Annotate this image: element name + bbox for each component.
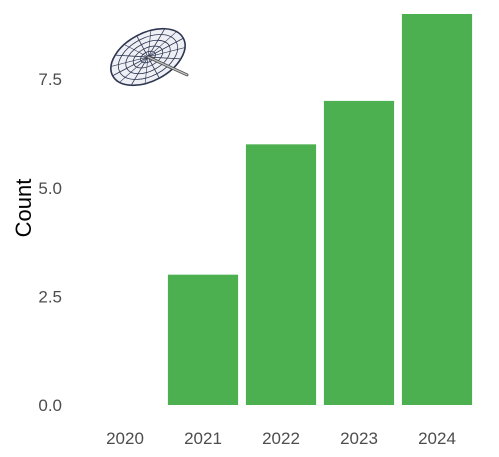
y-tick-label: 0.0 [38,396,62,415]
x-tick-label: 2022 [262,429,300,448]
bar-2021 [167,274,239,405]
y-axis-title: Count [11,179,36,238]
x-axis-ticks: 2020 2021 2022 2023 2024 [106,429,456,448]
umbrella-icon [110,27,189,87]
y-tick-label: 2.5 [38,287,62,306]
x-tick-label: 2020 [106,429,144,448]
bars-group [167,14,473,405]
x-tick-label: 2024 [418,429,456,448]
x-tick-label: 2021 [184,429,222,448]
y-axis-ticks: 0.0 2.5 5.0 7.5 [38,70,62,415]
bar-2024 [401,14,473,405]
bar-2023 [323,100,395,405]
y-tick-label: 7.5 [38,70,62,89]
bar-2022 [245,144,317,405]
y-tick-label: 5.0 [38,179,62,198]
x-tick-label: 2023 [340,429,378,448]
